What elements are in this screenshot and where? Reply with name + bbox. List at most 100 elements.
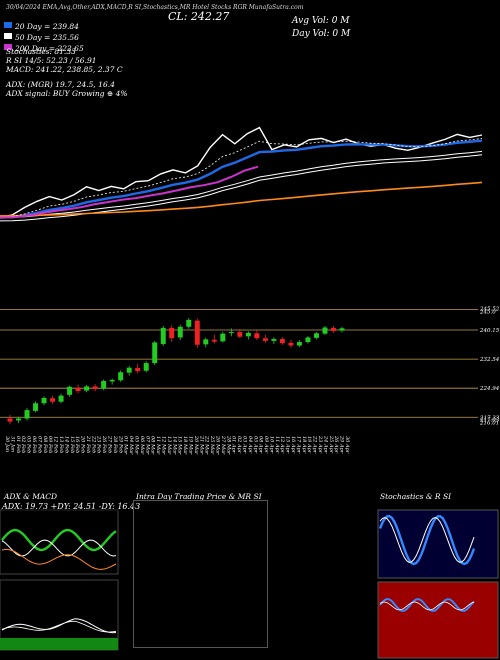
candle-body	[313, 333, 319, 338]
date-axis-label: 01 Feb	[15, 436, 21, 453]
date-axis-label: 16 Apr	[290, 436, 296, 454]
candle-body	[254, 333, 260, 339]
date-axis-label: 08 Apr	[258, 436, 264, 454]
date-axis-label: 19 Apr	[306, 436, 312, 454]
rsi-signal-line	[379, 601, 475, 611]
date-axis-label: 29 Apr	[339, 435, 345, 454]
date-axis-label: 20 Mar	[193, 435, 199, 455]
candle-body	[58, 395, 64, 402]
date-axis-label: 28 Feb	[112, 435, 118, 453]
candle-body	[296, 342, 302, 346]
macd-signal-line	[1, 620, 117, 633]
candle-body	[50, 398, 56, 402]
date-axis-label: 04 Apr	[247, 436, 253, 454]
date-axis-label: 05 Mar	[134, 436, 140, 455]
rsi-frame	[377, 581, 499, 659]
header-top-line: 30/04/2024 EMA,Avg,Other,ADX,MACD,R SI,S…	[6, 4, 304, 11]
date-axis-label: 22 Feb	[90, 435, 96, 453]
date-axis-label: 13 Feb	[58, 436, 64, 453]
date-axis-label: 21 Feb	[85, 435, 91, 453]
day-volume-readout: Day Vol: 0 M	[292, 29, 351, 39]
price-axis-label: 240.15	[479, 328, 500, 334]
legend-ema20: 20 Day = 239.84	[4, 14, 79, 33]
candlestick-panel	[0, 309, 478, 425]
candle-body	[126, 367, 132, 373]
candle-body	[84, 386, 90, 391]
date-axis-label: 07 Feb	[36, 436, 42, 453]
price-axis-label: 245.0	[479, 309, 496, 315]
adx-frame	[0, 509, 119, 575]
date-axis-label: 26 Feb	[101, 435, 107, 453]
price-line	[0, 126, 483, 219]
intraday-title: Intra Day Trading Price & MR SI	[136, 492, 262, 501]
candle-body	[186, 319, 192, 327]
date-axis: 30 Jan 31 Jan 01 Feb 02 Feb 05 Feb 06 Feb 07 F…	[4, 435, 350, 455]
date-axis-label: 02 Feb	[20, 436, 26, 453]
legend-ema50: 50 Day = 235.56	[4, 25, 79, 44]
price-axis-label: 216.01	[479, 420, 499, 426]
candle-body	[152, 342, 158, 364]
date-axis-label: 27 Mar	[220, 435, 226, 455]
date-axis-label: 09 Apr	[263, 436, 269, 454]
macd-readout: MACD: 241.22, 238.85, 2.37 C	[6, 65, 123, 74]
rsi-line	[379, 597, 475, 613]
date-axis-label: 22 Apr	[312, 435, 318, 454]
candle-body	[7, 418, 13, 422]
date-axis-label: 16 Feb	[74, 436, 80, 453]
intraday-panel	[133, 500, 268, 648]
candle-body	[135, 368, 141, 372]
date-axis-label: 01 Mar	[123, 436, 129, 455]
date-axis-label: 25 Apr	[328, 435, 334, 454]
candle-body	[109, 379, 115, 382]
date-axis-label: 22 Mar	[204, 435, 210, 455]
adx-signal-readout: ADX signal: BUY Growing ⊕ 4%	[6, 89, 128, 98]
date-axis-label: 12 Apr	[279, 436, 285, 454]
price-axis-label: 224.94	[479, 386, 500, 392]
date-axis-label: 01 Apr	[231, 436, 237, 454]
price-axis-label: 232.54	[479, 357, 500, 363]
date-axis-label: 05 Feb	[26, 436, 32, 453]
date-axis-label: 23 Apr	[317, 435, 323, 454]
close-price-readout: CL: 242.27	[168, 10, 230, 23]
candle-body	[41, 397, 47, 404]
date-axis-label: 10 Apr	[268, 436, 274, 454]
candle-body	[211, 339, 217, 342]
rsi-readout: R SI 14/5: 52.23 / 56.91	[6, 56, 97, 65]
date-axis-label: 18 Apr	[301, 436, 307, 454]
minus-di-line	[1, 549, 117, 570]
macd-histogram	[0, 638, 118, 650]
candle-body	[101, 381, 107, 389]
price-axis-label: 217.03	[479, 418, 500, 424]
date-axis-label: 30 Jan	[4, 436, 10, 452]
date-axis-label: 18 Mar	[182, 436, 188, 455]
date-axis-label: 15 Mar	[177, 436, 183, 455]
date-axis-label: 31 Jan	[9, 436, 15, 452]
date-axis-label: 06 Mar	[139, 436, 145, 455]
candle-body	[237, 332, 243, 337]
candle-body	[118, 372, 124, 381]
date-axis-label: 26 Mar	[215, 435, 221, 455]
candle-body	[75, 387, 81, 391]
date-axis-label: 08 Mar	[150, 436, 156, 455]
date-axis-label: 11 Mar	[155, 436, 161, 455]
candle-body	[16, 418, 22, 421]
date-axis-label: 11 Apr	[274, 436, 280, 454]
candle-body	[339, 328, 345, 331]
date-axis-label: 12 Mar	[161, 436, 167, 455]
date-axis-label: 28 Mar	[225, 435, 231, 455]
candle-body	[24, 410, 30, 419]
date-axis-label: 05 Apr	[252, 436, 258, 454]
ema200-swatch-icon	[4, 43, 12, 50]
date-axis-label: 07 Mar	[144, 436, 150, 455]
date-axis-label: 24 Apr	[322, 435, 328, 454]
candle-body	[245, 332, 251, 337]
date-axis-label: 20 Feb	[80, 435, 86, 453]
date-axis-label: 14 Mar	[171, 436, 177, 455]
date-axis-label: 15 Apr	[285, 436, 291, 454]
candle-body	[67, 386, 73, 395]
candle-body	[330, 327, 336, 331]
date-axis-label: 21 Mar	[198, 435, 204, 455]
price-axis-label: 245.52	[479, 306, 500, 312]
